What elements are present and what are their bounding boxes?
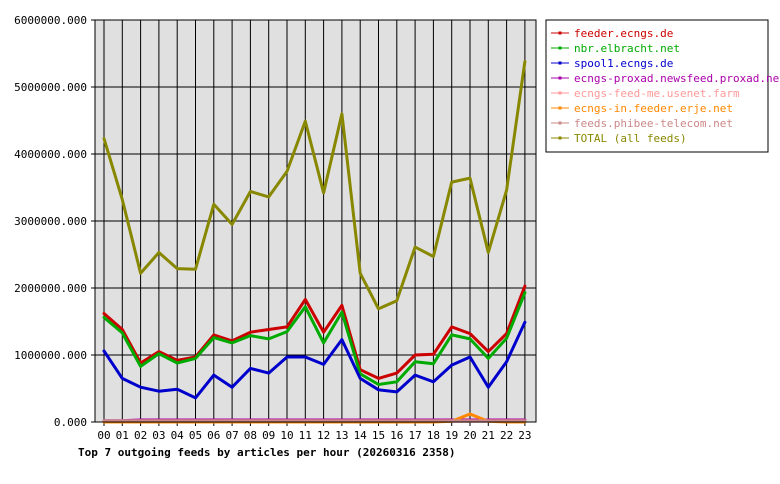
legend-label: TOTAL (all feeds): [574, 132, 687, 145]
x-tick-label: 00: [97, 429, 110, 442]
x-tick-label: 11: [299, 429, 312, 442]
legend-marker: [558, 91, 562, 95]
legend-label: nbr.elbracht.net: [574, 42, 680, 55]
x-tick-label: 23: [518, 429, 531, 442]
x-tick-label: 05: [189, 429, 202, 442]
legend-label: feeder.ecngs.de: [574, 27, 673, 40]
legend-label: ecngs-proxad.newsfeed.proxad.net: [574, 72, 780, 85]
x-tick-label: 03: [152, 429, 165, 442]
plot-frame: [94, 19, 537, 423]
y-tick-label: 2000000.000: [14, 282, 87, 295]
y-tick-label: 5000000.000: [14, 81, 87, 94]
x-tick-label: 14: [354, 429, 368, 442]
x-tick-label: 02: [134, 429, 147, 442]
legend-marker: [558, 106, 562, 110]
legend-label: spool1.ecngs.de: [574, 57, 673, 70]
legend-label: ecngs-feed-me.usenet.farm: [574, 87, 740, 100]
x-tick-label: 09: [262, 429, 275, 442]
y-axis-ticks: 0.000 1000000.000 2000000.000 3000000.000 40…: [14, 14, 95, 429]
x-tick-label: 22: [500, 429, 513, 442]
legend-label: ecngs-in.feeder.erje.net: [574, 102, 733, 115]
x-tick-label: 08: [244, 429, 257, 442]
chart-title: Top 7 outgoing feeds by articles per hou…: [78, 446, 456, 459]
y-tick-label: 4000000.000: [14, 148, 87, 161]
x-tick-label: 07: [225, 429, 238, 442]
x-tick-label: 15: [372, 429, 385, 442]
legend-marker: [558, 46, 562, 50]
x-tick-label: 17: [408, 429, 421, 442]
x-tick-label: 16: [390, 429, 403, 442]
legend-marker: [558, 61, 562, 65]
x-tick-label: 01: [116, 429, 129, 442]
x-tick-label: 18: [427, 429, 440, 442]
legend-box: [545, 19, 769, 153]
x-tick-label: 13: [335, 429, 348, 442]
series-line-1: [102, 291, 527, 386]
legend-marker: [558, 136, 562, 140]
legend-label: feeds.phibee-telecom.net: [574, 117, 733, 130]
legend-marker: [558, 76, 562, 80]
x-tick-label: 04: [171, 429, 185, 442]
y-tick-label: 6000000.000: [14, 14, 87, 27]
x-tick-label: 06: [207, 429, 220, 442]
series-line-0: [102, 284, 527, 380]
x-tick-label: 20: [463, 429, 476, 442]
legend: feeder.ecngs.de nbr.elbracht.net spool1.ec…: [545, 19, 780, 153]
series-line-2: [102, 320, 527, 400]
x-axis-ticks: 00 01 02 03 04 05 06 07 08 09 10 11 12 13 14 15 16 17 18 19…: [97, 422, 532, 442]
x-tick-label: 12: [317, 429, 330, 442]
x-tick-label: 19: [445, 429, 458, 442]
y-tick-label: 0.000: [54, 416, 87, 429]
series-line-7: [102, 60, 527, 311]
x-tick-label: 21: [482, 429, 495, 442]
legend-marker: [558, 121, 562, 125]
y-tick-label: 3000000.000: [14, 215, 87, 228]
legend-marker: [558, 31, 562, 35]
y-tick-label: 1000000.000: [14, 349, 87, 362]
x-tick-label: 10: [280, 429, 293, 442]
